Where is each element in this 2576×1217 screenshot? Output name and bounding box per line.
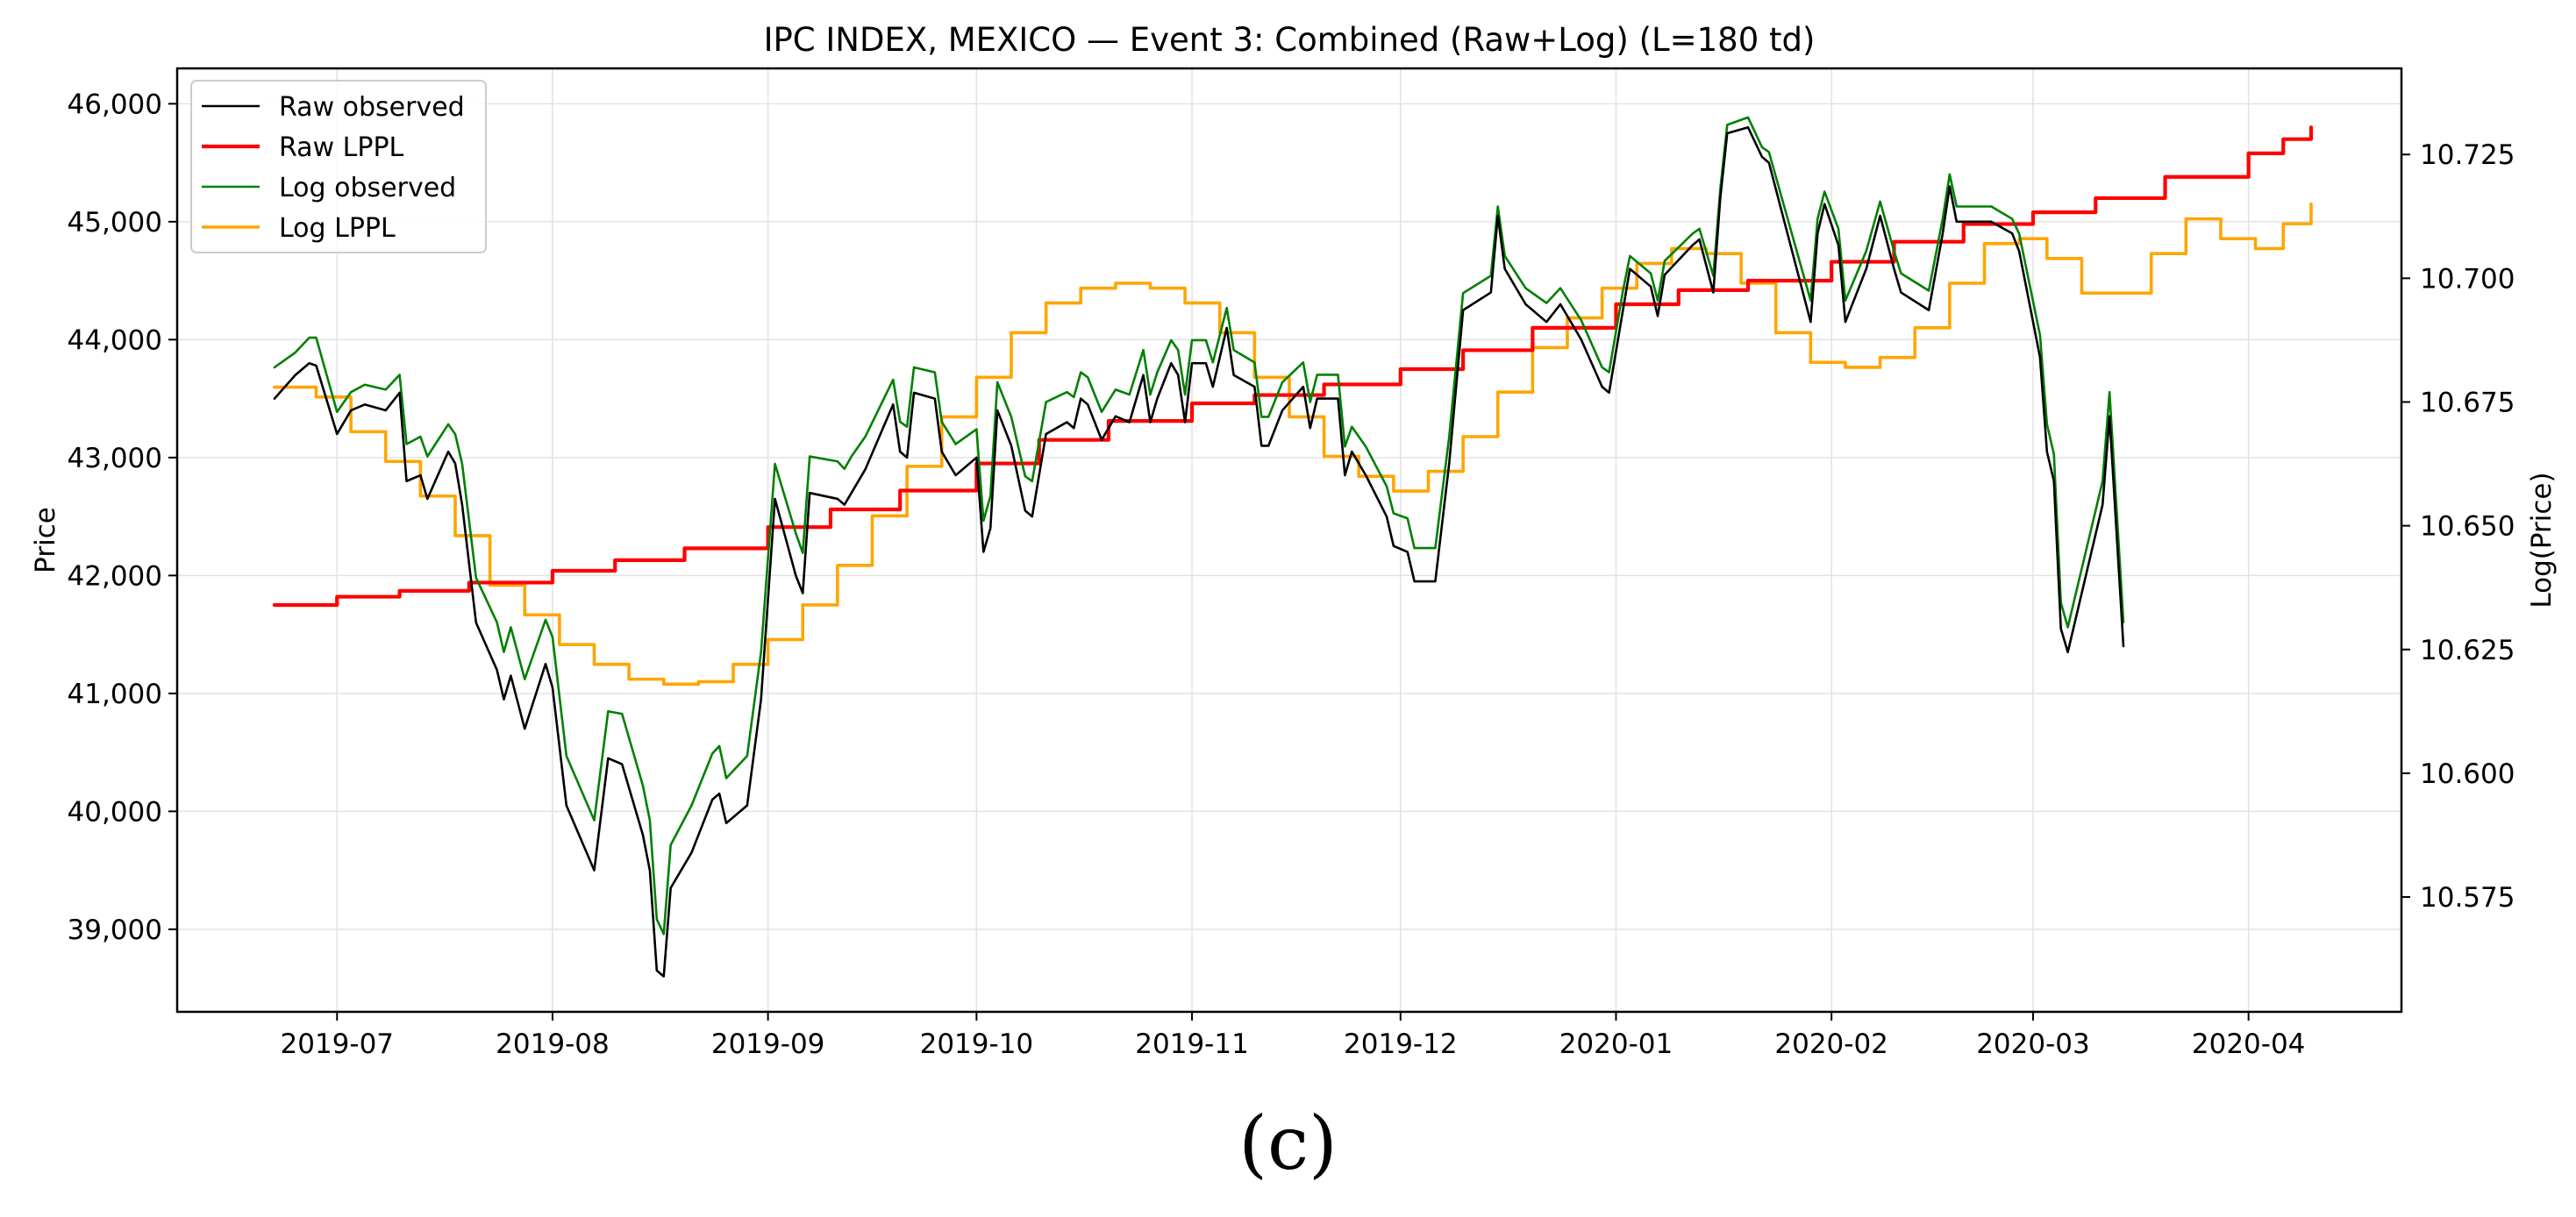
y2-axis-label: Log(Price) xyxy=(2526,472,2558,608)
figure-caption: (c) xyxy=(1238,1100,1338,1186)
y2-tick-label: 10.575 xyxy=(2420,882,2515,914)
chart-title: IPC INDEX, MEXICO — Event 3: Combined (R… xyxy=(764,21,1816,59)
series-line-log-lppl xyxy=(273,202,2313,687)
y2-tick-label: 10.600 xyxy=(2420,758,2515,790)
series-line-raw-observed xyxy=(273,125,2125,978)
y-tick-label: 46,000 xyxy=(68,89,162,120)
y2-tick-label: 10.650 xyxy=(2420,511,2515,543)
y-axis-label: Price xyxy=(30,507,61,573)
y2-tick-label: 10.700 xyxy=(2420,263,2515,295)
y-tick-label: 39,000 xyxy=(68,915,162,946)
plot-series xyxy=(272,116,2314,978)
x-tick-label: 2019-10 xyxy=(920,1028,1034,1060)
legend-label: Log observed xyxy=(279,173,456,203)
plot-frame xyxy=(175,67,2403,1014)
x-tick-label: 2019-11 xyxy=(1135,1028,1249,1060)
grid xyxy=(177,68,2401,1012)
y2-tick-label: 10.725 xyxy=(2420,139,2515,171)
y-tick-label: 44,000 xyxy=(68,324,162,356)
y-tick-label: 42,000 xyxy=(68,560,162,592)
series-line-log-observed xyxy=(273,116,2125,936)
x-tick-label: 2020-04 xyxy=(2192,1028,2306,1060)
legend: Raw observed Raw LPPL Log observed Log LPPL xyxy=(190,80,487,253)
legend-label: Raw observed xyxy=(279,92,465,123)
y-tick-label: 40,000 xyxy=(68,796,162,828)
y-tick-label: 43,000 xyxy=(68,443,162,474)
x-tick-label: 2019-08 xyxy=(496,1028,610,1060)
legend-label: Log LPPL xyxy=(279,213,396,244)
legend-label: Raw LPPL xyxy=(279,132,404,163)
x-tick-label: 2020-03 xyxy=(1976,1028,2090,1060)
x-tick-label: 2020-02 xyxy=(1774,1028,1888,1060)
x-tick-label: 2019-09 xyxy=(711,1028,825,1060)
x-tick-label: 2019-12 xyxy=(1344,1028,1458,1060)
series-line-raw-lppl xyxy=(272,125,2314,608)
x-tick-label: 2019-07 xyxy=(281,1028,395,1060)
y2-tick-label: 10.675 xyxy=(2420,387,2515,418)
axes: 2019-07 2019-08 2019-09 2019-10 2019-11 2019-… xyxy=(68,89,2515,1060)
y2-tick-label: 10.625 xyxy=(2420,635,2515,666)
x-tick-label: 2020-01 xyxy=(1559,1028,1673,1060)
y-tick-label: 45,000 xyxy=(68,207,162,238)
legend-box xyxy=(190,80,487,253)
y-tick-label: 41,000 xyxy=(68,679,162,710)
